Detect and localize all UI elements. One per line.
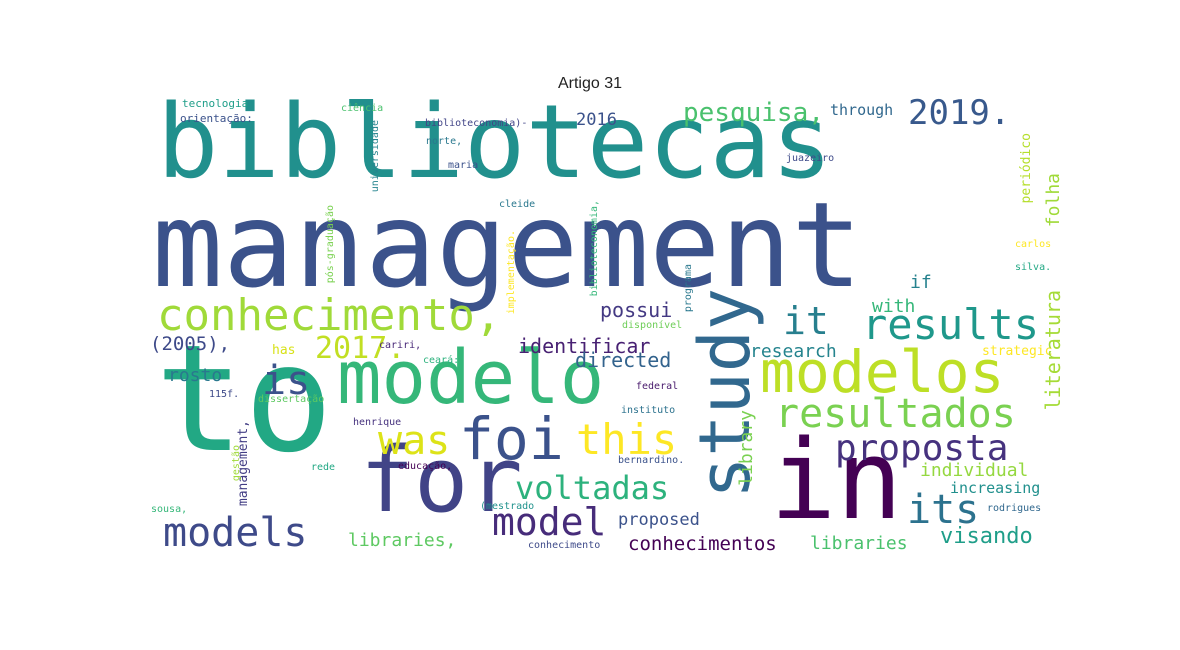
cloud-word: maria bbox=[448, 160, 479, 171]
cloud-word: visando bbox=[940, 524, 1033, 549]
cloud-word: possui bbox=[600, 298, 673, 322]
cloud-word: conhecimentos bbox=[628, 533, 777, 555]
cloud-word: foi bbox=[459, 405, 564, 473]
cloud-word: is bbox=[262, 358, 311, 404]
cloud-word: juazeiro bbox=[786, 153, 835, 164]
cloud-word: pesquisa, bbox=[683, 98, 824, 128]
cloud-word: 2019. bbox=[908, 93, 1011, 133]
cloud-word: strategic bbox=[982, 344, 1053, 359]
cloud-word: identificar bbox=[518, 334, 651, 358]
cloud-word: orientação: bbox=[180, 112, 253, 125]
cloud-word: libraries bbox=[810, 533, 908, 554]
cloud-word: with bbox=[872, 296, 916, 317]
cloud-word: tecnologia bbox=[182, 97, 249, 110]
cloud-word: resultados bbox=[775, 391, 1016, 437]
cloud-word: to bbox=[155, 313, 334, 485]
figure-title: Artigo 31 bbox=[557, 75, 623, 92]
cloud-word: periódico bbox=[1019, 133, 1034, 204]
cloud-word: directed bbox=[575, 348, 672, 372]
cloud-word: rosto bbox=[168, 365, 223, 386]
cloud-word: voltadas bbox=[515, 469, 670, 507]
cloud-word: instituto bbox=[621, 405, 676, 416]
cloud-word: models bbox=[163, 510, 308, 556]
cloud-word: universidade bbox=[370, 120, 381, 193]
cloud-word: library bbox=[736, 410, 757, 486]
cloud-word: literatura bbox=[1041, 290, 1065, 411]
cloud-word: dissertação bbox=[258, 394, 325, 405]
cloud-word: it bbox=[783, 299, 829, 343]
cloud-word: 115f. bbox=[209, 389, 240, 400]
cloud-word: 2016 bbox=[576, 110, 617, 130]
cloud-word: results bbox=[862, 300, 1040, 349]
cloud-word: federal bbox=[636, 381, 679, 392]
cloud-word: increasing bbox=[950, 479, 1041, 497]
cloud-word: proposed bbox=[618, 510, 700, 530]
cloud-word: educação, bbox=[398, 461, 453, 472]
cloud-word: norte, bbox=[426, 136, 463, 147]
cloud-word: (2005), bbox=[150, 333, 231, 355]
cloud-word: folha bbox=[1043, 173, 1064, 228]
cloud-word: conhecimento, bbox=[157, 290, 502, 341]
cloud-word: ciência bbox=[341, 103, 384, 114]
cloud-word: biblioteconomia)- bbox=[425, 118, 528, 129]
cloud-word: implementação. bbox=[506, 230, 517, 315]
cloud-word: pós-graduação bbox=[325, 205, 336, 284]
cloud-word: disponível bbox=[622, 320, 683, 331]
cloud-word: cleide bbox=[499, 199, 536, 210]
cloud-word: bibliotecas bbox=[157, 83, 833, 202]
cloud-word: management bbox=[152, 176, 863, 314]
cloud-word: conhecimento bbox=[528, 540, 601, 551]
cloud-word: individual bbox=[920, 460, 1029, 481]
cloud-word: henrique bbox=[353, 417, 402, 428]
cloud-word: this bbox=[576, 415, 678, 464]
cloud-word: (mestrado bbox=[480, 501, 535, 512]
cloud-word: model bbox=[492, 500, 607, 544]
cloud-word: modelos bbox=[760, 338, 1005, 406]
cloud-word: sousa, bbox=[151, 504, 188, 515]
cloud-word: carlos bbox=[1015, 239, 1052, 250]
cloud-word: rede bbox=[311, 462, 336, 473]
cloud-word: research bbox=[750, 341, 837, 362]
cloud-word: programa bbox=[683, 264, 694, 313]
cloud-word: silva. bbox=[1015, 262, 1052, 273]
cloud-word: cariri, bbox=[379, 340, 422, 351]
cloud-word: ceará: bbox=[423, 355, 460, 366]
cloud-word: in bbox=[770, 416, 903, 544]
cloud-word: if bbox=[910, 272, 932, 293]
cloud-word: through bbox=[830, 101, 894, 119]
cloud-word: libraries, bbox=[348, 530, 457, 551]
cloud-word: gestão bbox=[231, 445, 242, 482]
cloud-word: for bbox=[360, 428, 523, 533]
cloud-word: 2017. bbox=[315, 331, 406, 366]
cloud-word: bernardino. bbox=[618, 455, 685, 466]
cloud-word: biblioteconomia, bbox=[589, 200, 600, 297]
cloud-word: has bbox=[272, 343, 296, 358]
cloud-word: its bbox=[907, 487, 980, 533]
cloud-word: was bbox=[378, 418, 451, 464]
cloud-word: rodrigues bbox=[987, 503, 1042, 514]
cloud-word: modelo bbox=[337, 335, 605, 421]
cloud-word: proposta bbox=[835, 428, 1009, 469]
